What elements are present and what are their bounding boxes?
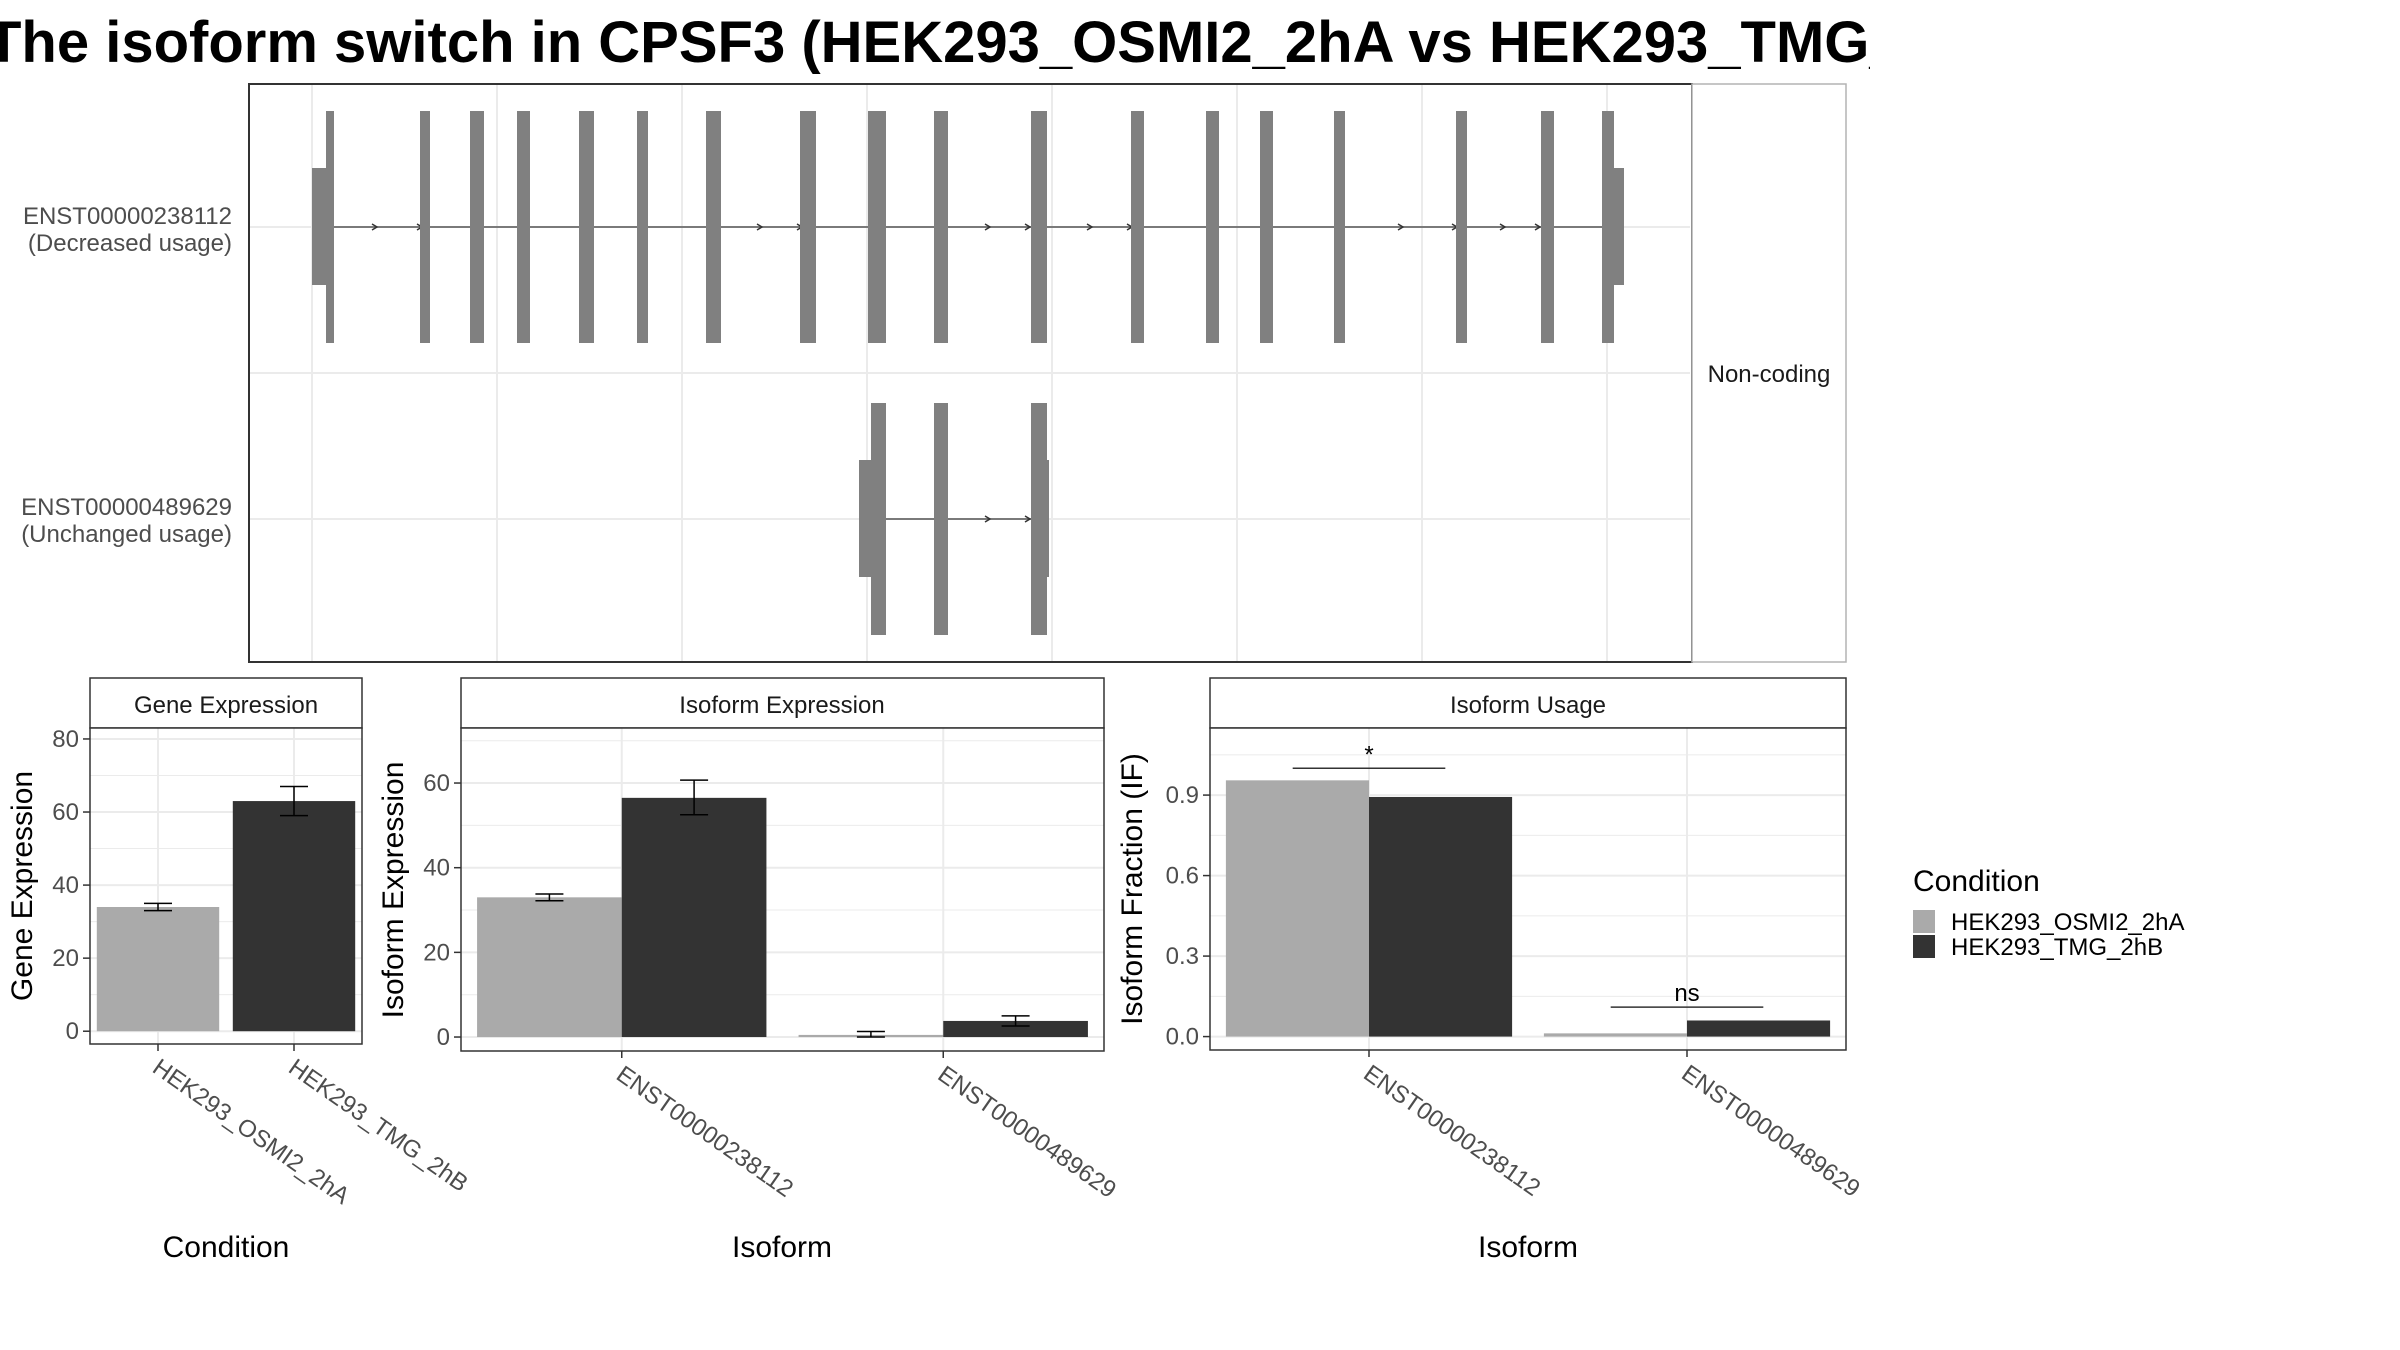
bars <box>96 801 356 1032</box>
transcript-ENST00000489629 <box>859 403 1049 635</box>
legend-swatch-condition-b <box>1913 935 1935 958</box>
significance-label: * <box>1364 741 1373 768</box>
x-tick-label: ENST00000489629 <box>933 1061 1121 1204</box>
error-bars <box>535 779 1030 1038</box>
bar <box>1369 796 1513 1037</box>
legend-swatch-condition-a <box>1913 910 1935 933</box>
transcript-id-label: ENST00000238112 <box>23 203 232 230</box>
bar <box>943 1020 1088 1038</box>
facet-strip <box>1691 83 1847 663</box>
utr-3prime <box>1044 460 1049 577</box>
bar <box>1225 780 1369 1037</box>
y-tick-label: 60 <box>423 770 450 797</box>
y-tick-label: 20 <box>423 939 450 966</box>
y-tick-label: 0.9 <box>1166 782 1199 809</box>
transcript-ENST00000238112 <box>312 111 1624 343</box>
exon <box>934 403 948 635</box>
y-tick-label: 40 <box>423 855 450 882</box>
exon <box>1206 111 1219 343</box>
exon <box>420 111 430 343</box>
transcript-usage-label: (Unchanged usage) <box>21 521 232 548</box>
exon <box>868 111 886 343</box>
y-axis-title: Isoform Fraction (IF) <box>1116 753 1149 1025</box>
bar <box>232 801 356 1032</box>
utr-5prime <box>859 460 873 577</box>
y-tick-label: 60 <box>52 799 79 826</box>
exon <box>1602 111 1614 343</box>
strip-label: Isoform Expression <box>679 692 884 719</box>
x-ticks: ENST00000238112 ENST00000489629 <box>611 1051 1121 1204</box>
error-bars <box>144 785 308 912</box>
bar <box>1687 1020 1831 1037</box>
strip-label: Gene Expression <box>134 692 318 719</box>
page-title: The isoform switch in CPSF3 (HEK293_OSMI… <box>0 8 1870 78</box>
bar <box>621 797 767 1038</box>
exon <box>1456 111 1467 343</box>
transcript-usage-label: (Decreased usage) <box>28 230 232 257</box>
significance-label: ns <box>1674 980 1699 1007</box>
legend-label: HEK293_OSMI2_2hA <box>1951 909 2184 936</box>
bar <box>1543 1033 1687 1037</box>
x-axis-title: Condition <box>163 1231 290 1264</box>
y-axis-title: Gene Expression <box>6 771 39 1001</box>
intron-arrows <box>984 515 1032 523</box>
exon <box>934 111 948 343</box>
x-axis-title: Isoform <box>1478 1231 1578 1264</box>
y-axis-title: Isoform Expression <box>377 762 410 1019</box>
exon <box>871 403 886 635</box>
exon <box>1031 111 1047 343</box>
facet-label: Non-coding <box>1708 361 1831 388</box>
exon <box>1031 403 1047 635</box>
exon <box>1260 111 1273 343</box>
bars <box>1225 780 1831 1037</box>
y-tick-label: 0 <box>437 1024 450 1051</box>
exon <box>326 111 334 343</box>
bar <box>477 897 622 1038</box>
y-ticks: 0.0 0.3 0.6 0.9 <box>1166 782 1210 1051</box>
title-text: The isoform switch in CPSF3 (HEK293_OSMI… <box>0 10 1870 75</box>
x-axis-title: Isoform <box>732 1231 832 1264</box>
significance-annotations: * ns <box>1292 741 1764 1008</box>
y-tick-label: 0.3 <box>1166 943 1199 970</box>
legend: Condition HEK293_OSMI2_2hA HEK293_TMG_2h… <box>1913 865 2184 961</box>
x-tick-label: ENST00000489629 <box>1677 1060 1865 1203</box>
exon <box>637 111 648 343</box>
exon <box>470 111 484 343</box>
transcript-id-label: ENST00000489629 <box>21 494 232 521</box>
exon <box>517 111 530 343</box>
y-tick-label: 0.0 <box>1166 1024 1199 1051</box>
isoform-expression-panel: Isoform Expression 0 20 40 60 ENST000002381… <box>377 677 1121 1264</box>
exon <box>706 111 721 343</box>
y-tick-label: 80 <box>52 726 79 753</box>
isoform-usage-panel: Isoform Usage * ns 0.0 0.3 0.6 0.9 ENST00000… <box>1116 677 1865 1264</box>
legend-title: Condition <box>1913 865 2040 898</box>
utr-5prime <box>312 168 328 285</box>
exon <box>1131 111 1144 343</box>
y-tick-label: 20 <box>52 945 79 972</box>
transcript-structure-panel: Non-coding ENST00000238112 (Decreased us… <box>21 83 1847 663</box>
utr-3prime <box>1612 168 1624 285</box>
x-tick-label: ENST00000238112 <box>611 1061 798 1203</box>
strip-label: Isoform Usage <box>1450 692 1606 719</box>
y-tick-label: 0 <box>66 1018 79 1045</box>
exon <box>1334 111 1345 343</box>
y-tick-label: 0.6 <box>1166 863 1199 890</box>
legend-label: HEK293_TMG_2hB <box>1951 934 2163 961</box>
bar <box>96 907 220 1032</box>
exon <box>800 111 816 343</box>
y-ticks: 0 20 40 60 80 <box>52 726 90 1045</box>
strip <box>89 677 363 729</box>
y-tick-label: 40 <box>52 872 79 899</box>
x-tick-label: ENST00000238112 <box>1359 1060 1546 1202</box>
exon <box>579 111 594 343</box>
x-ticks: ENST00000238112 ENST00000489629 <box>1359 1050 1865 1203</box>
y-ticks: 0 20 40 60 <box>423 770 461 1051</box>
exon <box>1541 111 1554 343</box>
